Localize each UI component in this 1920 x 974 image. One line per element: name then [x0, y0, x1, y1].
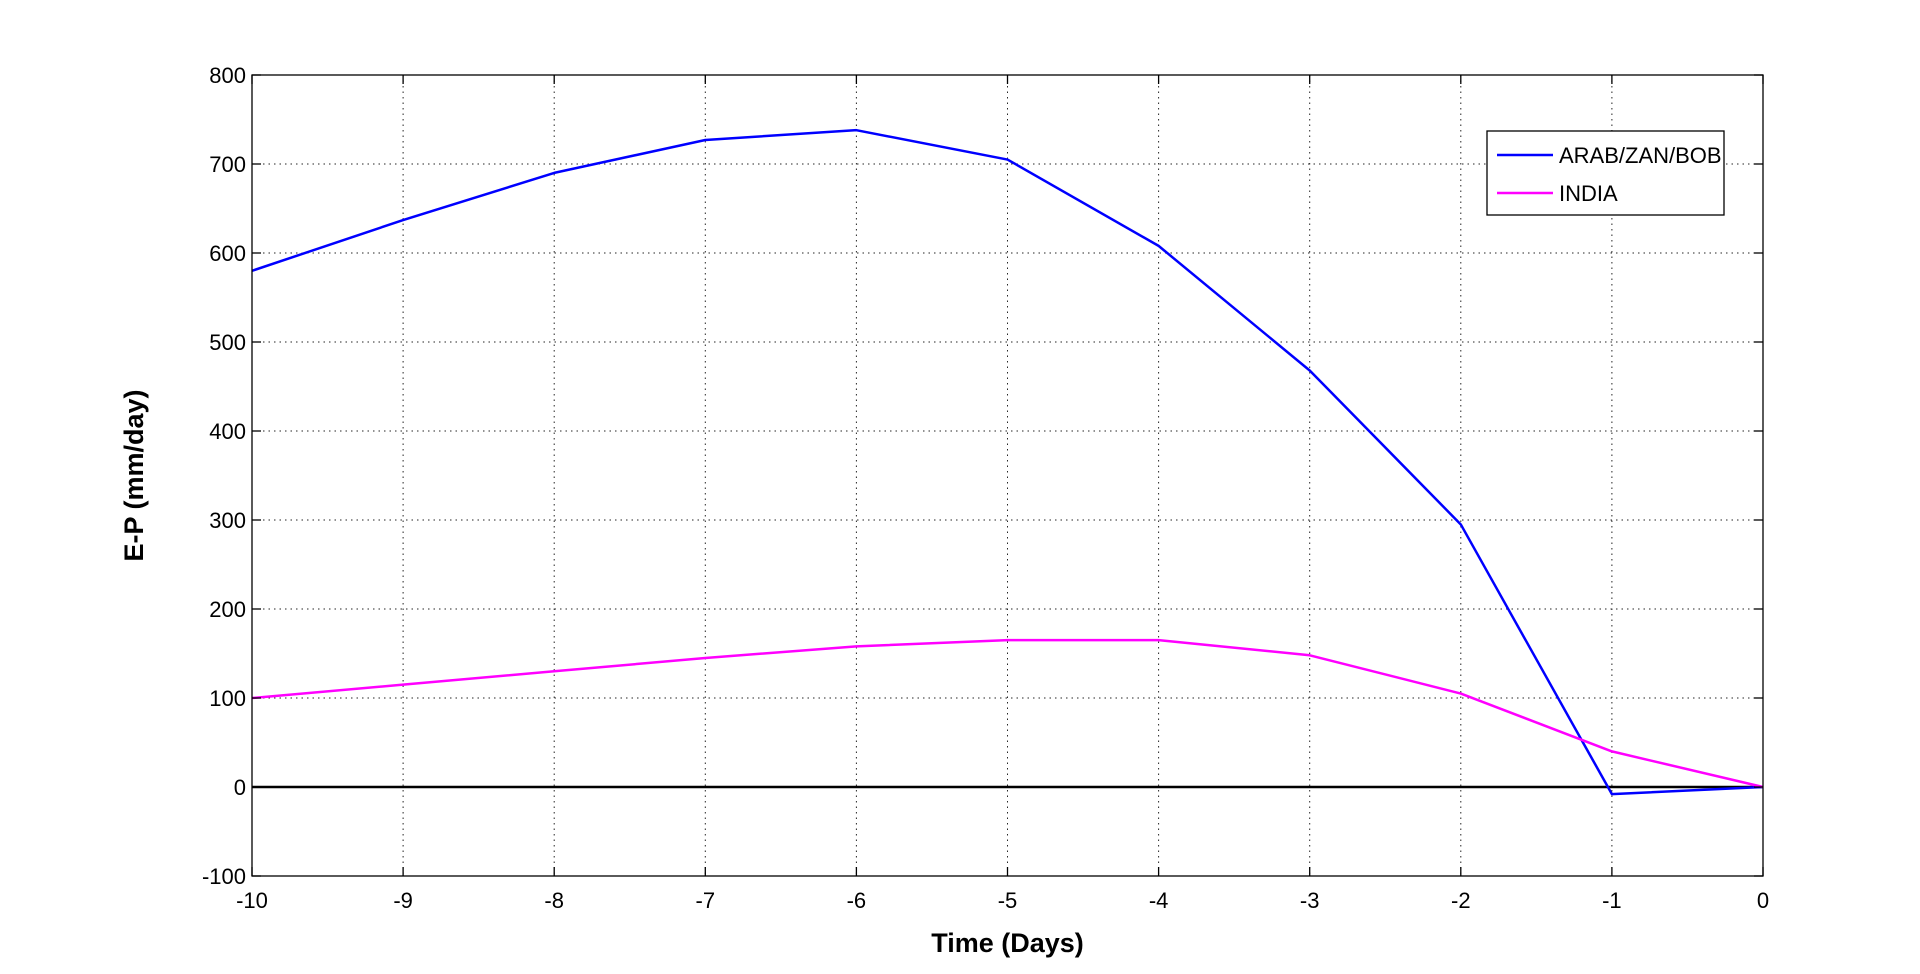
- y-tick-label: 300: [209, 508, 246, 533]
- series-line-arab-zan-bob: [251, 128, 1764, 796]
- series-lines: [251, 128, 1764, 796]
- y-axis-label: E-P (mm/day): [119, 389, 149, 561]
- legend: ARAB/ZAN/BOB INDIA: [1486, 130, 1725, 216]
- y-tick-label: 600: [209, 241, 246, 266]
- x-tick-label: -3: [1300, 888, 1320, 913]
- x-tick-label: -2: [1451, 888, 1471, 913]
- legend-box: [1486, 130, 1725, 216]
- x-axis-label: Time (Days): [931, 928, 1084, 958]
- legend-label-arab-zan-bob: ARAB/ZAN/BOB: [1559, 143, 1722, 168]
- y-tick-label: 800: [209, 63, 246, 88]
- x-tick-label: -8: [544, 888, 564, 913]
- y-tick-label: 0: [234, 775, 246, 800]
- x-tick-label: -9: [393, 888, 413, 913]
- x-tick-label: -10: [236, 888, 268, 913]
- x-axis-ticks: -10 -9 -8 -7 -6 -5 -4 -3 -2 -1 0: [236, 75, 1769, 913]
- y-axis-ticks: -100 0 100 200 300 400 500 600 700 800: [202, 63, 1763, 889]
- y-tick-label: 200: [209, 597, 246, 622]
- y-tick-label: 400: [209, 419, 246, 444]
- y-tick-label: -100: [202, 864, 246, 889]
- x-tick-label: -6: [847, 888, 867, 913]
- x-tick-label: -7: [696, 888, 716, 913]
- y-tick-label: 500: [209, 330, 246, 355]
- y-tick-label: 100: [209, 686, 246, 711]
- y-tick-label: 700: [209, 152, 246, 177]
- x-tick-label: 0: [1757, 888, 1769, 913]
- x-tick-label: -4: [1149, 888, 1169, 913]
- legend-label-india: INDIA: [1559, 181, 1618, 206]
- x-tick-label: -1: [1602, 888, 1622, 913]
- x-tick-label: -5: [998, 888, 1018, 913]
- series-line-india: [251, 638, 1764, 789]
